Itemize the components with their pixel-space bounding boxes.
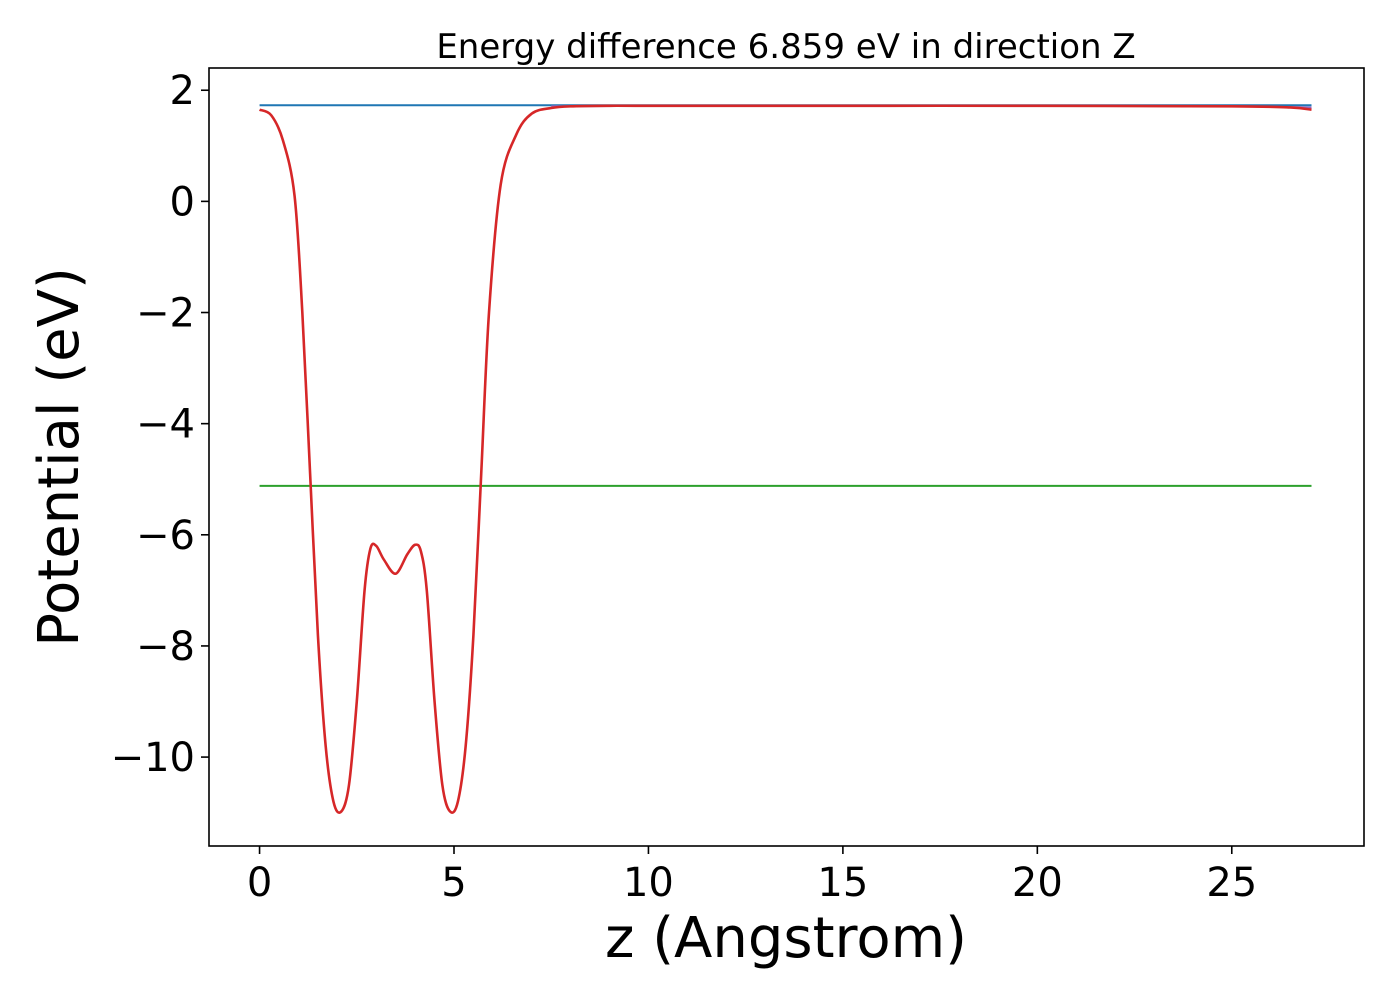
y-tick-label: −2 [136,291,195,337]
x-tick-label: 25 [1206,860,1257,906]
x-tick-label: 5 [441,860,466,906]
plot-area-frame [208,67,1365,847]
y-tick-label: 0 [170,179,195,225]
y-tick-label: −10 [111,735,195,781]
series-line-red [259,104,1312,814]
x-tick-label: 0 [247,860,272,906]
x-tick-label: 15 [817,860,868,906]
series-layer [259,104,1312,814]
y-tick-label: 2 [170,68,195,114]
y-axis-ticks: 2 0 −2 −4 −6 −8 −10 [111,68,209,781]
x-axis-ticks: 0 5 10 15 20 25 [247,846,1257,906]
y-tick-label: −8 [136,624,195,670]
x-axis-label: z (Angstrom) [605,906,967,971]
chart-title: Energy difference 6.859 eV in direction … [436,27,1135,67]
y-tick-label: −4 [136,402,195,448]
y-axis-label: Potential (eV) [27,267,92,647]
x-tick-label: 20 [1012,860,1063,906]
x-tick-label: 10 [623,860,674,906]
y-tick-label: −6 [136,513,195,559]
